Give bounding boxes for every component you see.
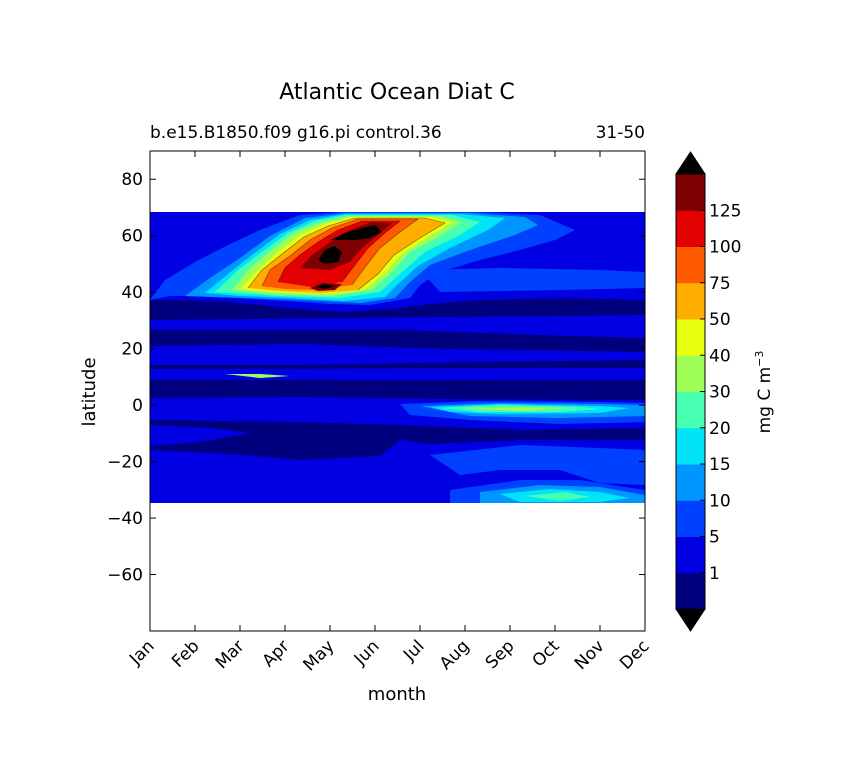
contour-band-5-10 — [430, 445, 645, 485]
colorbar-swatch — [676, 174, 705, 211]
x-tick-label: Dec — [616, 636, 653, 673]
colorbar-swatch — [676, 427, 705, 465]
colorbar-tick-label: 100 — [709, 238, 741, 258]
y-axis: 80 60 40 20 0 −20 −40 −60 — [107, 170, 645, 586]
contour-band-20-30 — [525, 492, 590, 501]
colorbar-swatch — [676, 464, 705, 501]
contour-band-over — [330, 225, 382, 240]
x-tick-label: Sep — [482, 636, 519, 673]
y-tick-label: 0 — [132, 396, 143, 416]
chart-subtitle-left: b.e15.B1850.f09 g16.pi control.36 — [150, 123, 442, 143]
contour-band-30-40 — [225, 374, 290, 378]
x-tick-label: Jan — [125, 636, 158, 669]
colorbar-label: mg C m−3 — [753, 351, 775, 434]
colorbar-tick-label: 50 — [709, 310, 731, 330]
y-tick-label: −40 — [107, 509, 143, 529]
colorbar-extend-min — [675, 608, 706, 632]
contour-band-1-5 — [150, 344, 645, 365]
contour-band-1-5 — [150, 315, 645, 338]
colorbar-tick-label: 125 — [709, 201, 741, 221]
colorbar-tick-label: 5 — [709, 528, 720, 548]
y-tick-label: 40 — [121, 283, 143, 303]
contour-band-5-10 — [420, 268, 645, 292]
chart-subtitle-right: 31-50 — [596, 123, 645, 143]
contour-band-over — [315, 284, 335, 289]
x-tick-label: Jul — [399, 636, 428, 665]
x-axis-label: month — [368, 684, 426, 705]
x-tick-label: Jun — [350, 636, 384, 670]
colorbar-tick-label: 15 — [709, 455, 731, 475]
colorbar-swatch — [676, 319, 705, 356]
colorbar-swatch — [676, 391, 705, 429]
x-tick-label: Aug — [436, 636, 474, 674]
y-tick-label: 60 — [121, 227, 143, 247]
colorbar-swatch — [676, 572, 705, 610]
y-tick-label: −20 — [107, 453, 143, 473]
colorbar-tick-label: 1 — [709, 564, 720, 584]
colorbar-swatch — [676, 355, 705, 392]
x-tick-label: Apr — [259, 636, 294, 671]
x-tick-label: Nov — [571, 636, 609, 674]
colorbar-tick-label: 30 — [709, 383, 731, 403]
colorbar-tick-label: 40 — [709, 346, 731, 366]
y-tick-label: 20 — [121, 340, 143, 360]
contour-band-1-5 — [150, 368, 645, 380]
chart-title: Atlantic Ocean Diat C — [279, 80, 515, 105]
plot-frame — [149, 150, 646, 632]
contour-lines — [247, 217, 446, 291]
y-axis-label: latitude — [79, 357, 100, 426]
colorbar-tick-label: 20 — [709, 419, 731, 439]
colorbar-label-exponent: −3 — [753, 351, 766, 367]
colorbar-swatch — [676, 246, 705, 284]
contour-band-1-5 — [150, 425, 250, 446]
colorbar-swatch — [676, 282, 705, 320]
x-tick-label: Mar — [212, 636, 249, 673]
x-tick-label: Oct — [529, 636, 564, 671]
colorbar-swatch — [676, 500, 705, 537]
y-tick-label: 80 — [121, 170, 143, 190]
colorbar-swatch — [676, 210, 705, 247]
colorbar-extend-max — [675, 151, 706, 175]
x-tick-label: Feb — [168, 636, 203, 671]
contour-band-30-40 — [460, 407, 570, 411]
colorbar-swatch — [676, 536, 705, 574]
contour-field — [150, 212, 645, 503]
contour-band-over — [318, 246, 342, 264]
y-tick-label: −60 — [107, 566, 143, 586]
colorbar-tick-label: 75 — [709, 274, 731, 294]
colorbar-tick-label: 10 — [709, 491, 731, 511]
x-tick-label: May — [300, 636, 339, 675]
